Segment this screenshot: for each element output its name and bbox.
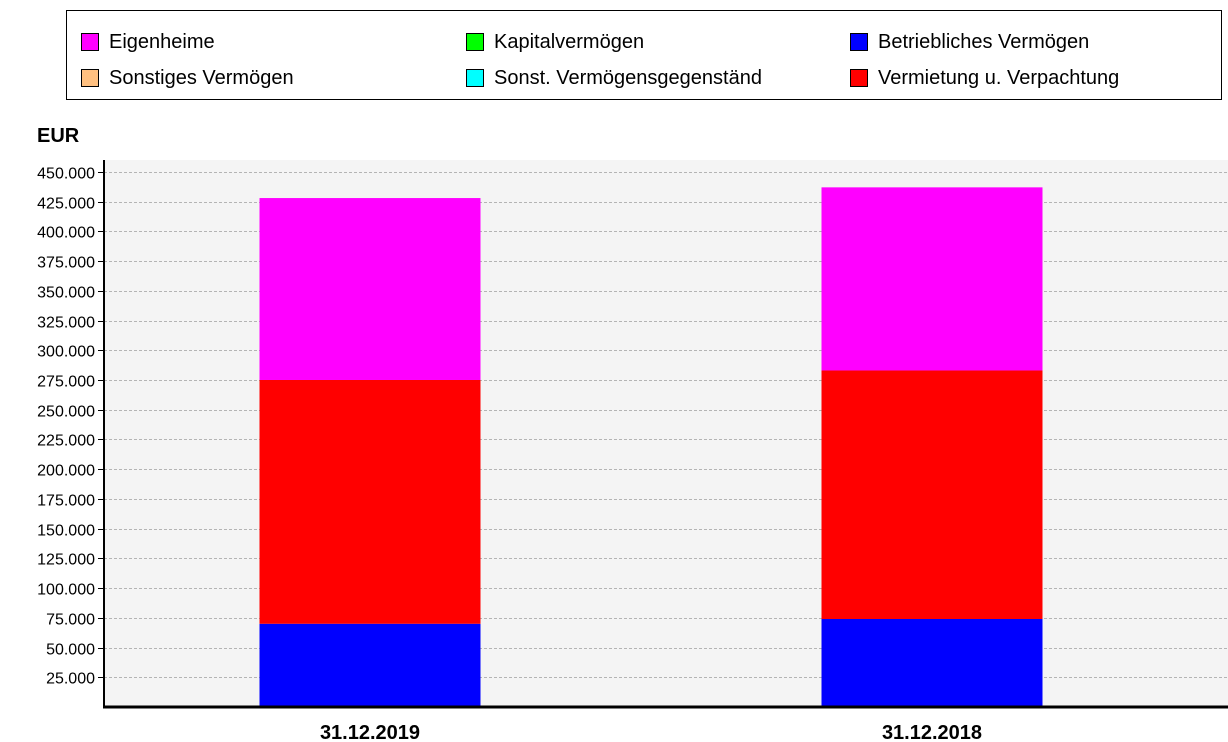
- y-tick-label: 50.000: [46, 642, 95, 659]
- y-axis-unit-label: EUR: [37, 125, 80, 147]
- legend-label: Vermietung u. Verpachtung: [878, 66, 1120, 89]
- y-tick-label: 175.000: [37, 493, 95, 510]
- bar-segment: [821, 187, 1043, 371]
- y-tick-label: 250.000: [37, 404, 95, 421]
- x-category-label: 31.12.2019: [320, 722, 420, 742]
- bars: [259, 187, 1043, 707]
- bar-segment: [821, 370, 1043, 620]
- legend-swatch: [850, 33, 868, 51]
- legend-item-sonstiges-vermoegen: Sonstiges Vermögen: [81, 66, 294, 90]
- legend-item-eigenheime: Eigenheime: [81, 30, 215, 54]
- y-tick-label: 125.000: [37, 552, 95, 569]
- legend-item-betriebliches-vermoegen: Betriebliches Vermögen: [850, 30, 1089, 54]
- y-tick-label: 300.000: [37, 344, 95, 361]
- chart-legend: Eigenheime Kapitalvermögen Betriebliches…: [66, 10, 1222, 100]
- legend-swatch: [850, 69, 868, 87]
- y-tick-label: 200.000: [37, 463, 95, 480]
- y-tick-label: 450.000: [37, 166, 95, 183]
- legend-label: Sonst. Vermögensgegenständ: [494, 66, 762, 89]
- bar-segment: [259, 379, 481, 624]
- legend-item-kapitalvermoegen: Kapitalvermögen: [466, 30, 644, 54]
- y-tick-label: 350.000: [37, 285, 95, 302]
- y-tick-label: 225.000: [37, 433, 95, 450]
- y-tick-label: 325.000: [37, 315, 95, 332]
- legend-item-sonst-vermoegensgegenstaende: Sonst. Vermögensgegenständ: [466, 66, 762, 90]
- legend-item-vermietung-verpachtung: Vermietung u. Verpachtung: [850, 66, 1119, 90]
- y-tick-label: 75.000: [46, 612, 95, 629]
- legend-label: Kapitalvermögen: [494, 30, 645, 53]
- y-tick-labels: 25.000 50.000 75.000 100.000 125.000 150.000 1…: [37, 166, 95, 688]
- y-tick-label: 425.000: [37, 196, 95, 213]
- y-tick-label: 400.000: [37, 225, 95, 242]
- bar-segment: [259, 198, 481, 380]
- legend-swatch: [81, 69, 99, 87]
- y-tick-label: 100.000: [37, 582, 95, 599]
- y-tick-label: 275.000: [37, 374, 95, 391]
- legend-swatch: [466, 69, 484, 87]
- y-tick-label: 150.000: [37, 523, 95, 540]
- bar-segment: [821, 619, 1043, 707]
- legend-swatch: [81, 33, 99, 51]
- legend-label: Eigenheime: [109, 30, 215, 53]
- x-category-label: 31.12.2018: [882, 722, 982, 742]
- y-tick-label: 25.000: [46, 671, 95, 688]
- legend-label: Sonstiges Vermögen: [109, 66, 294, 89]
- legend-label: Betriebliches Vermögen: [878, 30, 1090, 53]
- axes: [103, 160, 1228, 709]
- x-category-labels: 31.12.2019 31.12.2018: [320, 722, 982, 742]
- legend-swatch: [466, 33, 484, 51]
- y-tick-label: 375.000: [37, 255, 95, 272]
- bar-segment: [259, 623, 481, 707]
